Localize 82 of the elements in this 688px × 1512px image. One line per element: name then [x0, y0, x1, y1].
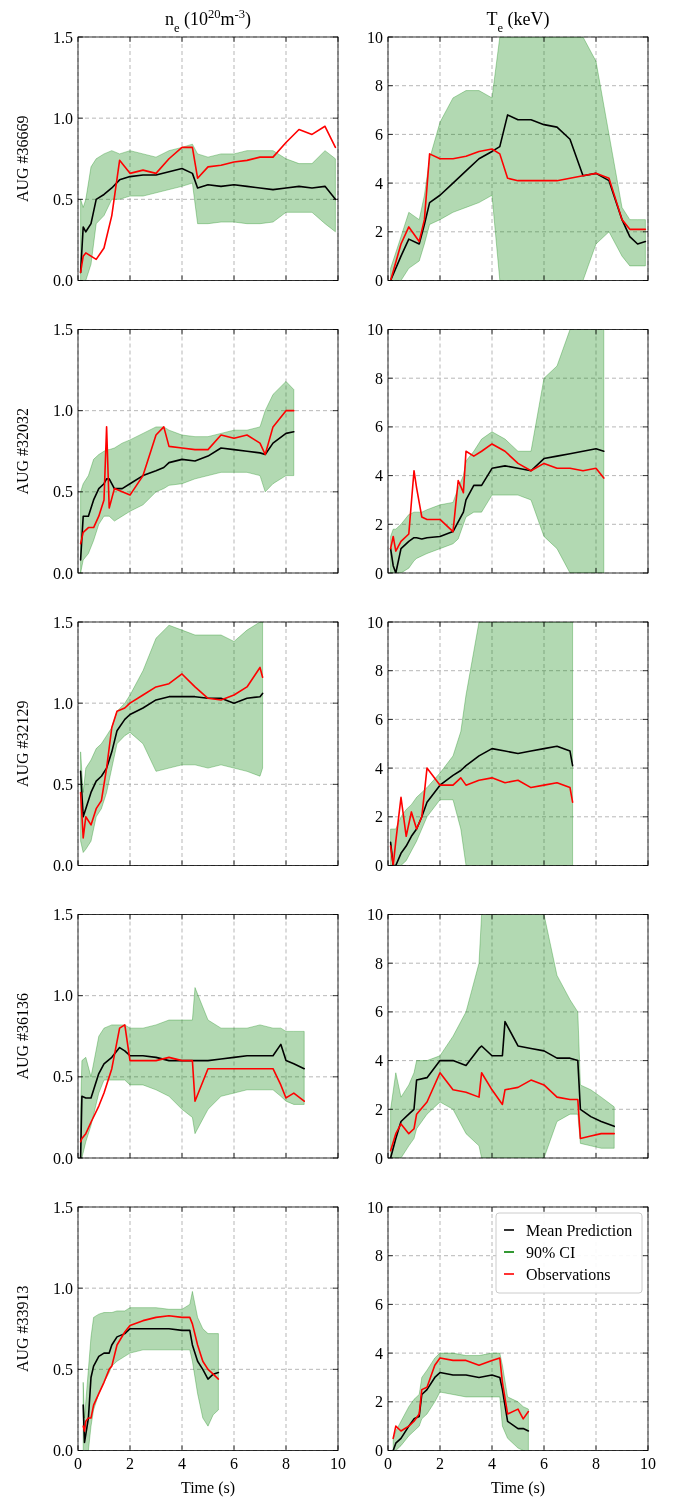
chart-title: T$_{e}$ (keV) [486, 9, 550, 35]
y-tick-label: 1.0 [53, 402, 73, 420]
x-tick-label: 8 [282, 1454, 290, 1472]
y-tick-label: 2 [375, 1393, 383, 1411]
y-tick-label: 0 [375, 272, 383, 289]
y-tick-label: 0.0 [53, 1149, 73, 1167]
x-tick-label: 6 [230, 1454, 238, 1472]
y-tick-label: 1.0 [53, 1279, 73, 1297]
x-tick-label: 10 [640, 1454, 656, 1472]
y-tick-label: 0.0 [53, 857, 73, 874]
y-tick-label: 8 [375, 662, 383, 680]
y-tick-label: 4 [375, 467, 383, 485]
y-tick-label: 6 [375, 710, 383, 728]
y-tick-label: 6 [375, 1003, 383, 1021]
legend-label: Observations [526, 1265, 611, 1283]
y-tick-label: 1.5 [53, 906, 73, 923]
y-tick-label: 6 [375, 125, 383, 143]
legend-label: Mean Prediction [526, 1221, 633, 1239]
line-series [82, 1327, 220, 1444]
y-tick-label: 4 [375, 1052, 383, 1070]
line-series [82, 1314, 220, 1432]
y-tick-label: 1.0 [53, 694, 73, 712]
y-tick-label: 2 [375, 223, 383, 241]
y-tick-label: 10 [367, 28, 383, 46]
y-tick-label: 0 [375, 1149, 383, 1167]
line-series [389, 1071, 615, 1152]
y-tick-label: 0.5 [53, 190, 73, 208]
y-axis-title: AUG #32032 [14, 407, 31, 495]
x-tick-label: 4 [178, 1454, 186, 1472]
y-tick-label: 0 [375, 564, 383, 582]
y-tick-label: 0 [375, 1442, 383, 1459]
line-series [389, 443, 605, 552]
y-tick-label: 6 [375, 418, 383, 436]
x-tick-label: 2 [436, 1454, 444, 1472]
y-tick-label: 10 [367, 906, 383, 923]
y-tick-label: 0.0 [53, 564, 73, 582]
y-tick-label: 10 [367, 613, 383, 631]
y-tick-label: 6 [375, 1295, 383, 1313]
line-series [79, 125, 337, 274]
y-tick-label: 10 [367, 1198, 383, 1216]
x-tick-label: 10 [330, 1454, 346, 1472]
y-tick-label: 8 [375, 954, 383, 972]
y-tick-label: 2 [375, 1100, 383, 1118]
chart-title: n$_{e}$ (10$^{20}$m$^{-3}$) [164, 7, 252, 35]
x-tick-label: 8 [592, 1454, 600, 1472]
y-tick-label: 2 [375, 808, 383, 826]
y-tick-label: 4 [375, 1344, 383, 1362]
y-tick-label: 10 [367, 321, 383, 338]
y-tick-label: 8 [375, 1247, 383, 1265]
x-axis-title: Time (s) [490, 1478, 546, 1497]
y-axis-title: AUG #33913 [14, 1285, 31, 1373]
y-axis-title: AUG #36669 [14, 115, 31, 203]
y-tick-label: 0.5 [53, 483, 73, 501]
y-axis-title: AUG #36136 [14, 992, 31, 1080]
y-tick-label: 2 [375, 515, 383, 533]
y-axis-title: AUG #32129 [14, 700, 31, 788]
x-tick-label: 2 [126, 1454, 134, 1472]
line-series [79, 1024, 305, 1143]
y-tick-label: 1.0 [53, 109, 73, 127]
y-tick-label: 8 [375, 369, 383, 387]
y-tick-label: 1.0 [53, 987, 73, 1005]
x-axis-title: Time (s) [180, 1478, 236, 1497]
x-tick-label: 4 [488, 1454, 496, 1472]
y-tick-label: 4 [375, 174, 383, 192]
x-tick-label: 6 [540, 1454, 548, 1472]
y-tick-label: 8 [375, 77, 383, 95]
y-tick-label: 0.5 [53, 1360, 73, 1378]
y-tick-label: 1.5 [53, 613, 73, 631]
y-tick-label: 1.5 [53, 1198, 73, 1216]
y-tick-label: 0.5 [53, 775, 73, 793]
y-tick-label: 1.5 [53, 28, 73, 46]
line-series [392, 1357, 530, 1440]
y-tick-label: 0 [375, 857, 383, 874]
y-tick-label: 0.0 [53, 1442, 73, 1459]
line-series [79, 409, 295, 545]
line-series [79, 666, 264, 839]
line-series [389, 767, 574, 866]
y-tick-label: 0.0 [53, 272, 73, 289]
y-tick-label: 0.5 [53, 1068, 73, 1086]
y-tick-label: 4 [375, 759, 383, 777]
y-tick-label: 1.5 [53, 321, 73, 338]
legend-label: 90% CI [526, 1243, 576, 1261]
